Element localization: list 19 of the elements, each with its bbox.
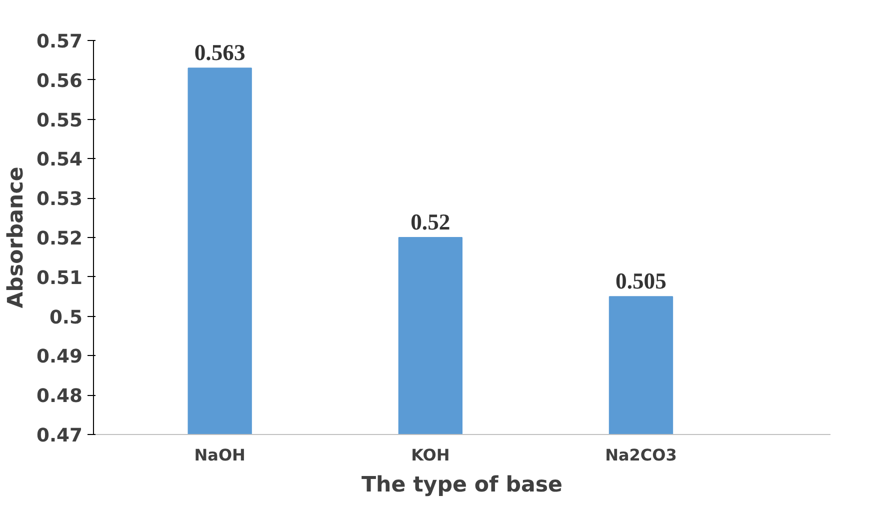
y-tick-label: 0.56 xyxy=(36,70,82,92)
data-label: 0.52 xyxy=(410,210,450,234)
y-tick-label: 0.47 xyxy=(36,426,82,446)
y-tick-label: 0.53 xyxy=(36,189,82,210)
data-label: 0.505 xyxy=(615,268,666,294)
x-tick-label: Na2CO3 xyxy=(605,446,677,464)
y-tick-label: 0.48 xyxy=(36,386,82,408)
y-axis-title: Absorbance xyxy=(3,166,28,308)
y-tick-label: 0.57 xyxy=(36,32,82,52)
y-tick-label: 0.52 xyxy=(36,228,82,250)
y-tick-label: 0.49 xyxy=(36,346,82,368)
y-tick-label: 0.55 xyxy=(36,110,82,132)
x-tick-label: KOH xyxy=(411,446,450,464)
x-axis-title: The type of base xyxy=(361,472,563,498)
data-label: 0.563 xyxy=(194,40,246,66)
y-tick-label: 0.51 xyxy=(36,268,82,289)
y-tick-label: 0.54 xyxy=(36,150,83,171)
y-tick-label: 0.5 xyxy=(49,307,83,328)
x-tick-label: NaOH xyxy=(194,446,246,464)
